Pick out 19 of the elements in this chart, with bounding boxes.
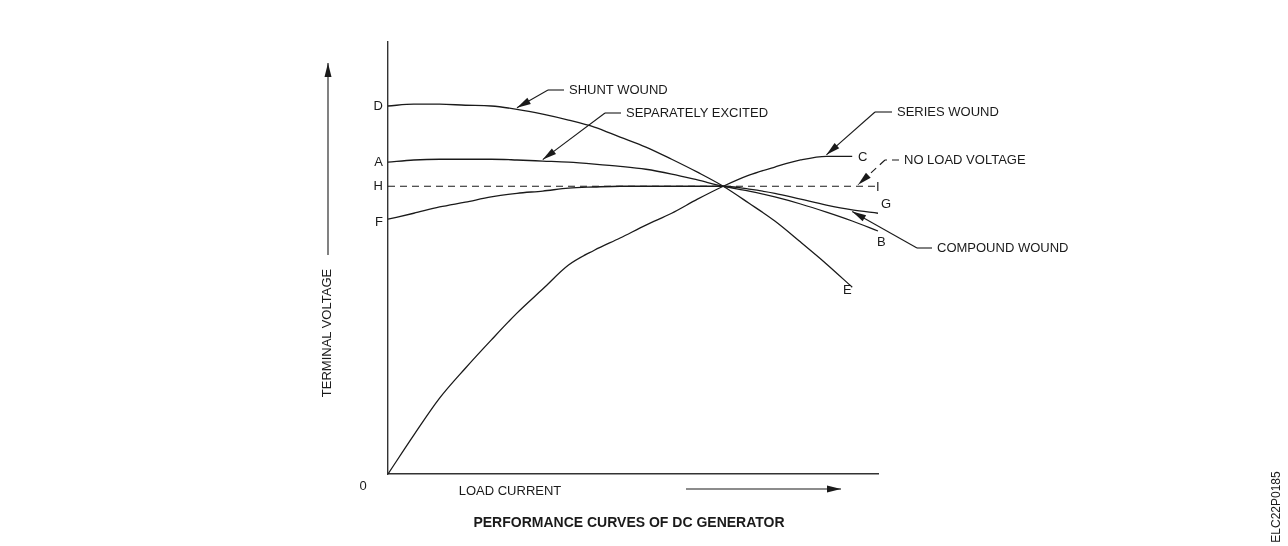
x-axis-title: LOAD CURRENT [458,482,562,498]
text: A [374,153,384,169]
text: D [373,97,383,113]
text: ELC22P0185 [1269,470,1284,543]
annotation: B [877,233,886,249]
text: H [373,177,383,193]
annotation: I [876,178,880,194]
annotation: C [858,148,868,164]
legend-label: SERIES WOUND [897,103,999,119]
y-axis-title: TERMINAL VOLTAGE [318,268,334,398]
text: F [375,213,384,229]
text: PERFORMANCE CURVES OF DC GENERATOR [473,513,785,530]
legend-label: SHUNT WOUND [569,81,668,97]
annotation: E [843,281,852,297]
legend-label: SEPARATELY EXCITED [626,104,769,120]
text: G [881,195,892,211]
text: 0 [359,477,367,493]
legend-label: COMPOUND WOUND [937,239,1069,255]
legend-label: NO LOAD VOLTAGE [904,151,1026,167]
